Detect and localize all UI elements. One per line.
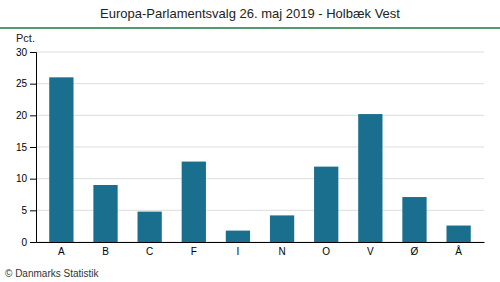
y-tick-label: 10 — [16, 173, 28, 184]
bar — [49, 77, 73, 242]
x-tick-label: N — [278, 246, 285, 257]
x-tick-label: I — [237, 246, 240, 257]
x-tick-label: Ø — [411, 246, 419, 257]
x-tick: Ø — [411, 242, 419, 257]
x-axis-line — [37, 242, 485, 243]
y-tick: 10 — [16, 173, 36, 184]
x-tick: A — [58, 242, 65, 257]
grid-line — [36, 178, 484, 179]
bar — [446, 226, 470, 242]
bar — [314, 167, 338, 242]
x-tick: Å — [455, 242, 462, 257]
y-axis-label: Pct. — [16, 32, 35, 44]
bar — [226, 231, 250, 242]
y-tick: 20 — [16, 110, 36, 121]
grid-line — [36, 115, 484, 116]
y-tick-mark — [30, 242, 36, 243]
plot: 0 5 10 15 20 25 30 A B C F I N O V Ø Å — [16, 47, 485, 257]
y-tick-mark — [30, 52, 36, 53]
y-tick-mark — [30, 210, 36, 211]
y-tick: 5 — [21, 205, 36, 216]
bar — [270, 215, 294, 242]
y-tick-label: 20 — [16, 110, 28, 121]
x-tick: V — [367, 242, 374, 257]
y-tick: 0 — [21, 237, 36, 248]
y-tick-mark — [30, 147, 36, 148]
y-tick-mark — [30, 115, 36, 116]
bars — [49, 77, 471, 242]
x-tick: C — [146, 242, 153, 257]
y-tick-label: 15 — [16, 142, 28, 153]
x-tick-label: Å — [455, 245, 462, 257]
chart-container: Europa-Parlamentsvalg 26. maj 2019 - Hol… — [0, 0, 500, 282]
footer: © Danmarks Statistik — [5, 268, 100, 279]
bar — [93, 185, 117, 242]
x-tick-label: A — [58, 246, 65, 257]
x-tick-label: C — [146, 246, 153, 257]
grid-line — [36, 52, 484, 53]
bar — [402, 197, 426, 242]
bar — [138, 212, 162, 242]
x-tick-label: B — [102, 246, 109, 257]
y-tick-label: 0 — [21, 237, 27, 248]
title: Europa-Parlamentsvalg 26. maj 2019 - Hol… — [100, 6, 400, 21]
x-tick-label: O — [322, 246, 330, 257]
x-tick: I — [237, 242, 240, 257]
x-tick-label: F — [191, 246, 197, 257]
bar — [182, 162, 206, 242]
y-tick-label: 30 — [16, 47, 28, 58]
x-axis: ABCFINOVØÅ — [37, 242, 485, 257]
x-tick: N — [278, 242, 285, 257]
y-axis: 0 5 10 15 20 25 30 — [16, 47, 37, 248]
x-tick: F — [191, 242, 197, 257]
y-axis-line — [30, 53, 37, 243]
y-tick: 25 — [16, 78, 36, 89]
grid — [36, 52, 484, 242]
chart-svg: Europa-Parlamentsvalg 26. maj 2019 - Hol… — [0, 0, 500, 282]
y-tick-mark — [30, 84, 36, 85]
x-tick-label: V — [367, 246, 374, 257]
x-tick: O — [322, 242, 330, 257]
grid-line — [36, 147, 484, 148]
y-tick-label: 25 — [16, 78, 28, 89]
grid-line — [36, 83, 484, 84]
bar — [358, 114, 382, 242]
y-tick: 30 — [16, 47, 36, 58]
title-rule — [0, 27, 500, 29]
y-tick-label: 5 — [21, 205, 27, 216]
x-tick: B — [102, 242, 109, 257]
y-tick-mark — [30, 179, 36, 180]
y-tick: 15 — [16, 142, 36, 153]
